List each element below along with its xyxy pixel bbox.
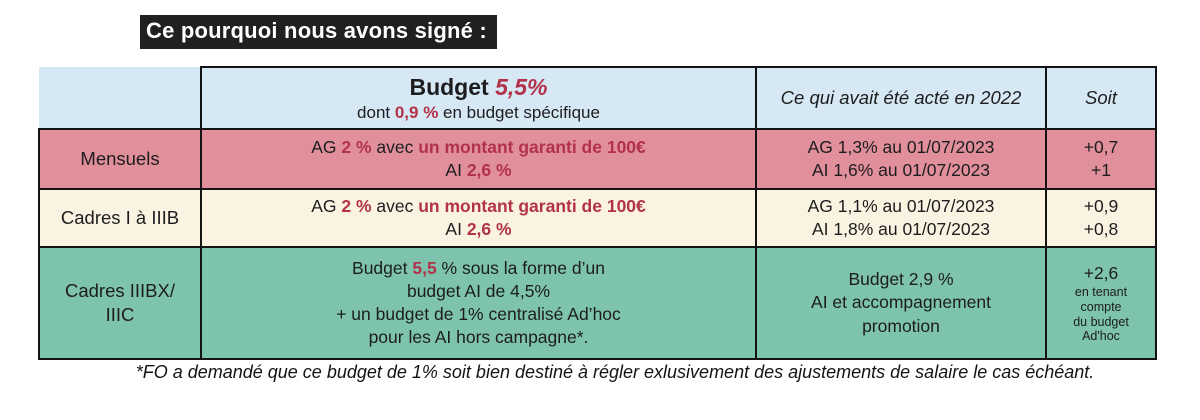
header-budget-label: Budget bbox=[409, 73, 496, 100]
soit-line2: +1 bbox=[1091, 160, 1111, 180]
cadres-ag-line: AG 2 % avec un montant garanti de 100€ bbox=[208, 195, 749, 218]
acted-line1: Budget 2,9 % bbox=[848, 269, 954, 290]
acted-line2: AI 1,6% au 01/07/2023 bbox=[811, 160, 991, 180]
ag-highlight: un montant garanti de 100€ bbox=[418, 136, 646, 157]
budget-line4: pour les AI hors campagne*. bbox=[368, 327, 589, 348]
mensuels-budget-cell: AG 2 % avec un montant garanti de 100€ A… bbox=[200, 128, 757, 190]
empty-corner-cell bbox=[39, 67, 201, 129]
header-note-suffix: en budget spécifique bbox=[438, 102, 600, 122]
row-label-cadres-iiibx-iiic: Cadres IIIBX/ IIIC bbox=[38, 246, 202, 360]
row-mensuels: Mensuels AG 2 % avec un montant garanti … bbox=[38, 128, 1157, 190]
footnote: *FO a demandé que ce budget de 1% soit b… bbox=[135, 362, 1095, 382]
ai-value: 2,6 % bbox=[466, 160, 512, 180]
page-title: Ce pourquoi nous avons signé : bbox=[140, 15, 497, 49]
budget-line1: Budget 5,5 % sous la forme d’un bbox=[208, 257, 749, 280]
cadres-sup-soit-cell: +2,6 en tenant compte du budget Ad'hoc bbox=[1045, 246, 1157, 360]
ag-prefix: AG bbox=[311, 195, 342, 216]
header-row: Budget 5,5% dont 0,9 % en budget spécifi… bbox=[39, 66, 1157, 130]
header-note-value: 0,9 % bbox=[394, 102, 439, 122]
acted-line2: AI 1,8% au 01/07/2023 bbox=[811, 219, 991, 239]
ai-value: 2,6 % bbox=[466, 219, 512, 239]
ai-prefix: AI bbox=[445, 160, 467, 180]
soit-note-line: en tenant bbox=[1074, 285, 1128, 300]
budget-line2: budget AI de 4,5% bbox=[406, 280, 551, 301]
soit-note-line: compte bbox=[1080, 299, 1122, 314]
mensuels-ag-line: AG 2 % avec un montant garanti de 100€ bbox=[208, 136, 749, 159]
header-budget-cell: Budget 5,5% dont 0,9 % en budget spécifi… bbox=[200, 66, 757, 130]
soit-line1: +0,7 bbox=[1083, 136, 1119, 157]
ai-prefix: AI bbox=[445, 219, 467, 239]
line1-value: 5,5 bbox=[412, 257, 437, 278]
cadres-ai-line: AI 2,6 % bbox=[208, 218, 749, 241]
mensuels-acted-cell: AG 1,3% au 01/07/2023 AI 1,6% au 01/07/2… bbox=[755, 128, 1047, 190]
ag-prefix: AG bbox=[311, 136, 342, 157]
cadres-budget-cell: AG 2 % avec un montant garanti de 100€ A… bbox=[200, 188, 757, 248]
acted-line1: AG 1,1% au 01/07/2023 bbox=[807, 195, 995, 216]
ag-mid: avec bbox=[371, 136, 419, 157]
soit-line1: +0,9 bbox=[1083, 195, 1119, 216]
budget-table: Budget 5,5% dont 0,9 % en budget spécifi… bbox=[38, 66, 1157, 360]
line1-suffix: % sous la forme d’un bbox=[436, 257, 605, 278]
mensuels-ai-line: AI 2,6 % bbox=[208, 159, 749, 182]
header-budget-subtitle: dont 0,9 % en budget spécifique bbox=[208, 102, 749, 124]
cadres-sup-budget-cell: Budget 5,5 % sous la forme d’un budget A… bbox=[200, 246, 757, 360]
soit-line2: +0,8 bbox=[1083, 219, 1119, 239]
header-note-prefix: dont bbox=[357, 102, 395, 122]
row-cadres-iiibx-iiic: Cadres IIIBX/ IIIC Budget 5,5 % sous la … bbox=[38, 246, 1157, 360]
soit-note-line: Ad'hoc bbox=[1082, 329, 1120, 344]
label-line2: IIIC bbox=[105, 304, 135, 325]
soit-note: en tenant compte du budget Ad'hoc bbox=[1053, 285, 1149, 344]
label-line1: Cadres IIIBX/ bbox=[64, 279, 175, 301]
line1-prefix: Budget bbox=[352, 257, 413, 278]
row-label-cadres-i-iiib: Cadres I à IIIB bbox=[38, 188, 202, 248]
row-cadres-i-iiib: Cadres I à IIIB AG 2 % avec un montant g… bbox=[38, 188, 1157, 248]
soit-note-line: du budget bbox=[1073, 314, 1129, 329]
header-soit: Soit bbox=[1045, 66, 1157, 130]
ag-value: 2 % bbox=[341, 136, 372, 157]
ag-mid: avec bbox=[371, 195, 419, 216]
row-label-mensuels: Mensuels bbox=[38, 128, 202, 190]
soit-value: +2,6 bbox=[1083, 262, 1119, 283]
cadres-soit-cell: +0,9 +0,8 bbox=[1045, 188, 1157, 248]
acted-line1: AG 1,3% au 01/07/2023 bbox=[807, 136, 995, 157]
header-acted-2022: Ce qui avait été acté en 2022 bbox=[755, 66, 1047, 130]
acted-line2: AI et accompagnement bbox=[811, 292, 991, 313]
cadres-acted-cell: AG 1,1% au 01/07/2023 AI 1,8% au 01/07/2… bbox=[755, 188, 1047, 248]
header-budget-title: Budget 5,5% bbox=[208, 72, 749, 102]
ag-highlight: un montant garanti de 100€ bbox=[418, 195, 646, 216]
mensuels-soit-cell: +0,7 +1 bbox=[1045, 128, 1157, 190]
header-budget-value: 5,5% bbox=[495, 73, 548, 100]
budget-line3: + un budget de 1% centralisé Ad’hoc bbox=[336, 304, 621, 324]
cadres-sup-acted-cell: Budget 2,9 % AI et accompagnement promot… bbox=[755, 246, 1047, 360]
ag-value: 2 % bbox=[341, 195, 372, 216]
acted-line3: promotion bbox=[862, 315, 940, 336]
